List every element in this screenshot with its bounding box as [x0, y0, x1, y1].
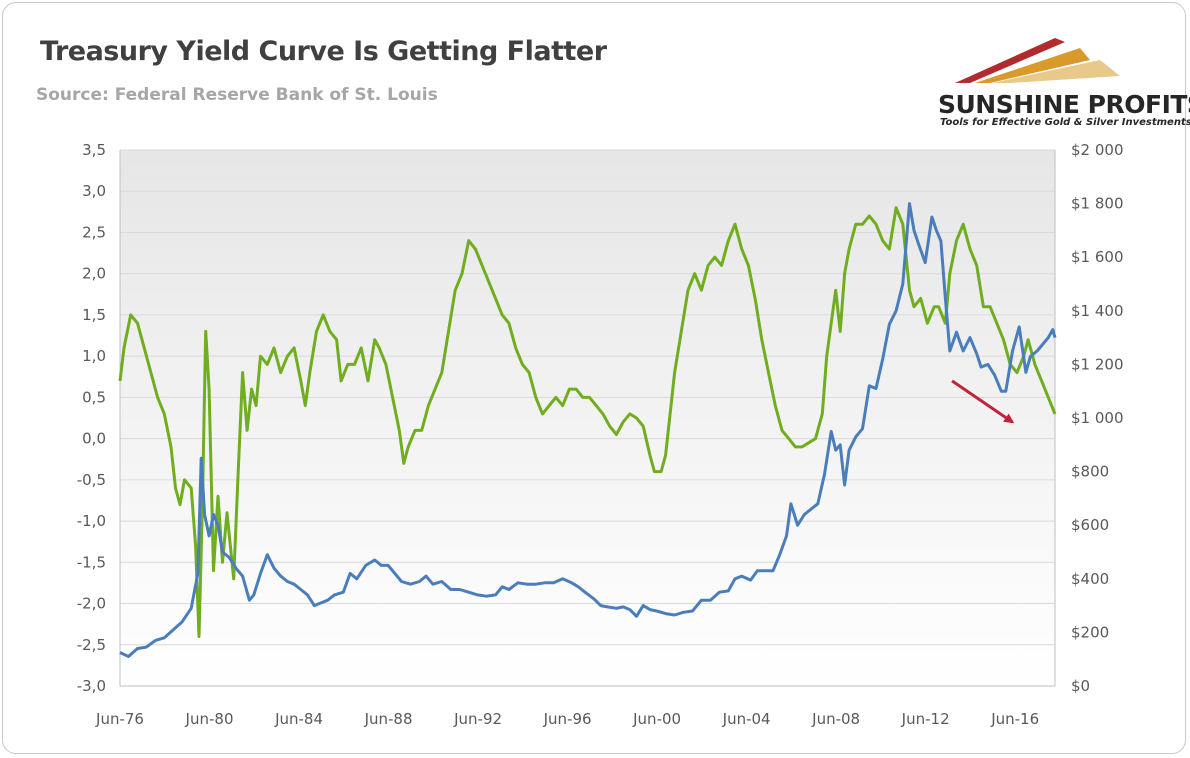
right-tick-label: $600 [1071, 516, 1109, 534]
chart-title: Treasury Yield Curve Is Getting Flatter [40, 36, 607, 67]
left-tick-label: -1,5 [77, 553, 106, 571]
left-tick-label: 1,0 [82, 347, 106, 365]
right-tick-label: $0 [1071, 677, 1090, 695]
sunshine-profits-logo: SUNSHINE PROFITS Tools for Effective Gol… [930, 30, 1190, 130]
source-note: Source: Federal Reserve Bank of St. Loui… [36, 85, 438, 105]
right-tick-label: $1 000 [1071, 409, 1124, 427]
x-tick-label: Jun-12 [901, 710, 950, 728]
right-tick-label: $400 [1071, 570, 1109, 588]
left-tick-label: 2,0 [82, 265, 106, 283]
left-tick-label: 3,0 [82, 182, 106, 200]
x-tick-label: Jun-08 [811, 710, 860, 728]
right-tick-label: $1 800 [1071, 195, 1124, 213]
right-tick-label: $800 [1071, 463, 1109, 481]
logo-ray-red [955, 38, 1065, 83]
logo-name: SUNSHINE PROFITS [938, 90, 1190, 119]
trend-arrow [951, 379, 1015, 424]
spread-series-line [118, 206, 1057, 638]
left-tick-label: -3,0 [77, 677, 106, 695]
logo-ray-light [992, 60, 1120, 83]
left-tick-label: 3,5 [82, 141, 106, 159]
left-tick-label: 0,5 [82, 388, 106, 406]
x-tick-label: Jun-84 [274, 710, 323, 728]
plot-area [120, 150, 1055, 686]
left-tick-label: 0,0 [82, 430, 106, 448]
left-tick-label: -2,5 [77, 636, 106, 654]
x-tick-label: Jun-16 [990, 710, 1039, 728]
left-axis-ticks: 3,5 3,0 2,5 2,0 1,5 1,0 0,5 0,0 -0,5 -1,0 -1,5 -2,0… [77, 141, 106, 695]
gold-series-line [119, 202, 1057, 658]
gridlines [120, 149, 1055, 687]
x-tick-label: Jun-76 [95, 710, 144, 728]
x-tick-label: Jun-00 [632, 710, 681, 728]
x-tick-label: Jun-92 [453, 710, 502, 728]
left-tick-label: -2,0 [77, 595, 106, 613]
right-tick-label: $1 200 [1071, 355, 1124, 373]
series-layer [118, 202, 1057, 658]
left-tick-label: -1,0 [77, 512, 106, 530]
right-tick-label: $2 000 [1071, 141, 1124, 159]
right-tick-label: $1 400 [1071, 302, 1124, 320]
x-tick-label: Jun-96 [543, 710, 592, 728]
x-tick-label: Jun-04 [722, 710, 771, 728]
right-tick-label: $1 600 [1071, 248, 1124, 266]
left-tick-label: -0,5 [77, 471, 106, 489]
left-tick-label: 2,5 [82, 223, 106, 241]
right-axis-ticks: $2 000 $1 800 $1 600 $1 400 $1 200 $1 000 $800… [1071, 141, 1124, 695]
logo-tagline: Tools for Effective Gold & Silver Invest… [940, 117, 1190, 128]
logo-rays-icon [955, 38, 1120, 83]
x-axis-ticks: Jun-76 Jun-80 Jun-84 Jun-88 Jun-92 Jun-96 Jun-… [95, 710, 1039, 728]
left-tick-label: 1,5 [82, 306, 106, 324]
logo-ray-gold [975, 48, 1090, 83]
x-tick-label: Jun-88 [364, 710, 413, 728]
annotations [951, 379, 1015, 424]
right-tick-label: $200 [1071, 623, 1109, 641]
axes [119, 150, 1056, 687]
x-tick-label: Jun-80 [185, 710, 234, 728]
